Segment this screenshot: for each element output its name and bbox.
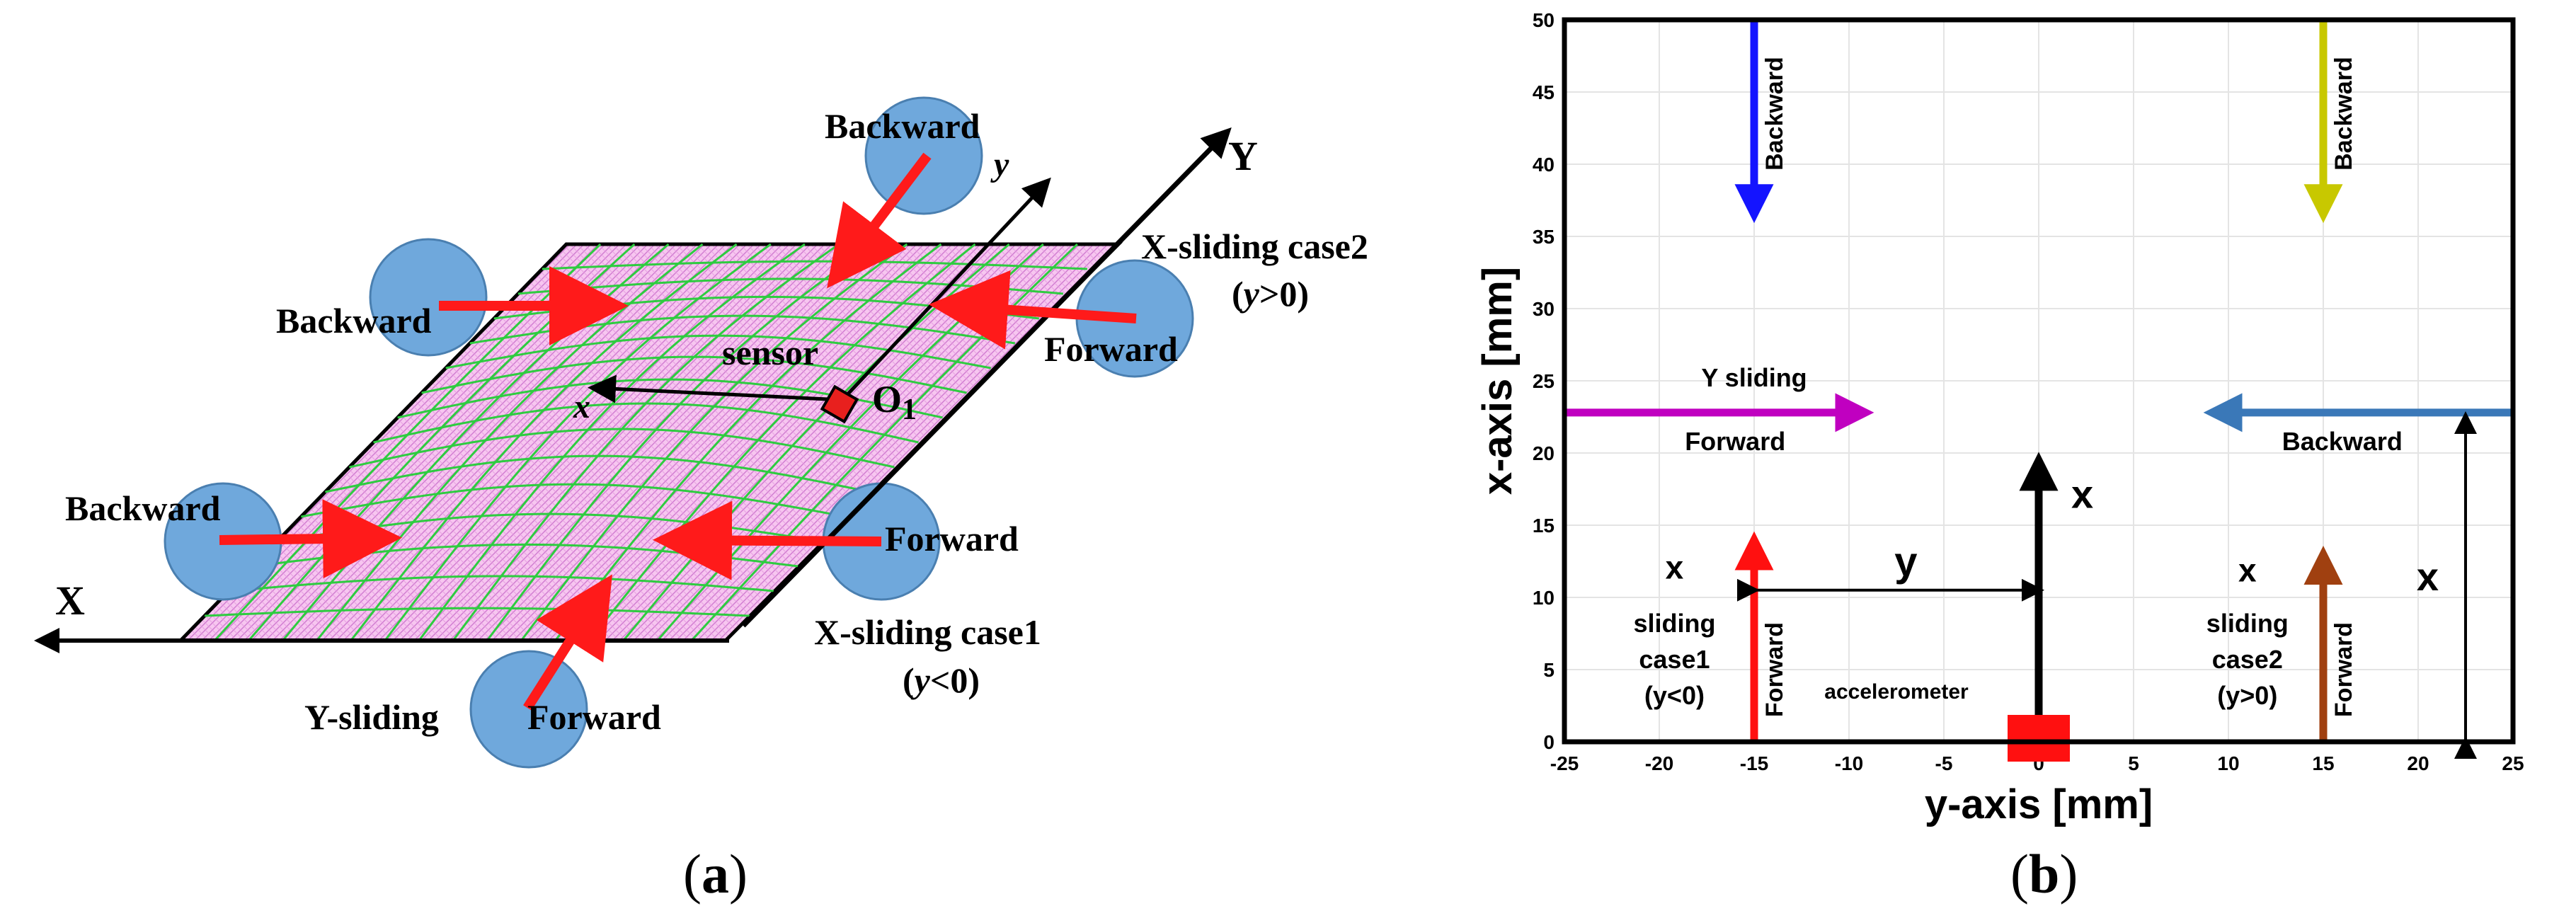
x-tick-label: 20 bbox=[2407, 752, 2429, 774]
x-tick-label: -25 bbox=[1550, 752, 1579, 774]
dimension-lines bbox=[1737, 411, 2477, 759]
arrow-forward-right bbox=[929, 270, 1137, 350]
sensor-marker bbox=[820, 384, 859, 424]
arrow-forward-bottom bbox=[523, 574, 613, 711]
local-x-axis bbox=[588, 374, 843, 403]
label-backward-blue: Backward bbox=[1761, 57, 1788, 171]
label-forward-magenta: Forward bbox=[1685, 427, 1785, 456]
grid-line-v bbox=[542, 260, 1087, 270]
label-accelerometer: accelerometer bbox=[1824, 680, 1969, 704]
label-condition-case2: (y>0) bbox=[1232, 274, 1309, 314]
label-case1: case1 bbox=[1639, 645, 1710, 674]
y-tick-label: 15 bbox=[1533, 515, 1555, 537]
caption-a: (a) bbox=[683, 843, 748, 905]
y-tick-label: 0 bbox=[1543, 731, 1555, 753]
accelerometer-marker bbox=[2008, 715, 2070, 762]
y-tick-label: 20 bbox=[1533, 442, 1555, 464]
grid-line-u bbox=[486, 243, 874, 641]
grid-line-u bbox=[520, 243, 908, 641]
label-x-case2: x bbox=[2238, 552, 2257, 589]
label-forward-bottom: Forward bbox=[527, 697, 661, 737]
y-tick-label: 25 bbox=[1533, 370, 1555, 392]
label-forward-brown: Forward bbox=[2330, 622, 2357, 717]
label-x-sliding-case1: X-sliding case1 bbox=[814, 612, 1041, 652]
x-tick-label: -15 bbox=[1740, 752, 1768, 774]
label-x-dimension: x bbox=[2417, 554, 2439, 599]
y-tick-label: 35 bbox=[1533, 226, 1555, 248]
label-sliding-case1: sliding bbox=[1633, 609, 1715, 638]
label-cond-case1: (y<0) bbox=[1644, 681, 1705, 710]
y-tick-label: 45 bbox=[1533, 81, 1555, 103]
label-forward-red: Forward bbox=[1761, 622, 1788, 717]
panel-a-diagram: X Y y x sensor O1 Backward Backward Forw… bbox=[34, 96, 1368, 769]
arrow-forward-mid bbox=[653, 500, 882, 580]
label-y-sliding: Y-sliding bbox=[304, 697, 439, 737]
panel-b-chart: -25 -20 -15 -10 -5 0 5 10 15 20 250510152025303540… bbox=[1475, 9, 2524, 827]
label-backward-top: Backward bbox=[825, 106, 980, 146]
label-condition-case1: (y<0) bbox=[903, 660, 980, 700]
y-tick-label: 50 bbox=[1533, 9, 1555, 31]
panel-a: X Y y x sensor O1 Backward Backward Forw… bbox=[34, 96, 1368, 905]
plot-frame bbox=[1562, 17, 2516, 745]
label-backward-steel: Backward bbox=[2282, 427, 2403, 456]
y-tick-label: 40 bbox=[1533, 154, 1555, 176]
x-tick-label: -20 bbox=[1645, 752, 1673, 774]
label-x-case1: x bbox=[1666, 549, 1684, 585]
label-backward-bottomleft: Backward bbox=[65, 488, 221, 528]
global-y-label: Y bbox=[1228, 133, 1258, 179]
grid-line-u bbox=[554, 243, 942, 641]
caption-b: (b) bbox=[2010, 843, 2078, 905]
label-forward-mid: Forward bbox=[885, 519, 1019, 558]
label-cond-case2: (y>0) bbox=[2217, 681, 2277, 710]
sensor-label: sensor bbox=[722, 333, 818, 372]
local-x-label: x bbox=[573, 388, 590, 425]
global-x-label: X bbox=[55, 578, 85, 624]
label-y-dimension: y bbox=[1894, 539, 1917, 585]
grid-line-v bbox=[421, 355, 967, 394]
x-tick-label: 15 bbox=[2312, 752, 2334, 774]
y-tick-label: 10 bbox=[1533, 587, 1555, 609]
grid-line-v bbox=[373, 402, 919, 444]
label-x-vector: x bbox=[2071, 472, 2093, 517]
panel-b: -25 -20 -15 -10 -5 0 5 10 15 20 25 0 5 10 15 20 25 30 35 40… bbox=[1472, 0, 2576, 919]
x-tick-label: -10 bbox=[1835, 752, 1863, 774]
ball-forward-bottom bbox=[469, 650, 588, 769]
label-case2: case2 bbox=[2212, 645, 2283, 674]
x-axis-title: y-axis [mm] bbox=[1925, 781, 2153, 827]
label-backward-olive: Backward bbox=[2330, 57, 2357, 171]
y-tick-label: 5 bbox=[1543, 659, 1555, 681]
y-tick-label: 30 bbox=[1533, 298, 1555, 320]
label-x-sliding-case2: X-sliding case2 bbox=[1141, 227, 1368, 266]
x-tick-label: -5 bbox=[1935, 752, 1953, 774]
label-forward-right: Forward bbox=[1044, 329, 1178, 369]
label-y-sliding: Y sliding bbox=[1701, 363, 1807, 392]
x-tick-label: 10 bbox=[2217, 752, 2239, 774]
local-y-label: y bbox=[990, 146, 1009, 183]
x-tick-label: 5 bbox=[2128, 752, 2139, 774]
x-tick-label: 25 bbox=[2502, 752, 2524, 774]
label-backward-left: Backward bbox=[276, 301, 432, 340]
grid-line-v bbox=[445, 334, 991, 369]
arrow-backward-bottomleft bbox=[219, 499, 402, 579]
ball-backward-left bbox=[369, 238, 488, 357]
arrow-backward-top bbox=[827, 152, 932, 289]
y-axis-title: x-axis [mm] bbox=[1475, 267, 1521, 495]
label-sliding-case2: sliding bbox=[2206, 609, 2289, 638]
origin-label: O1 bbox=[872, 378, 917, 426]
